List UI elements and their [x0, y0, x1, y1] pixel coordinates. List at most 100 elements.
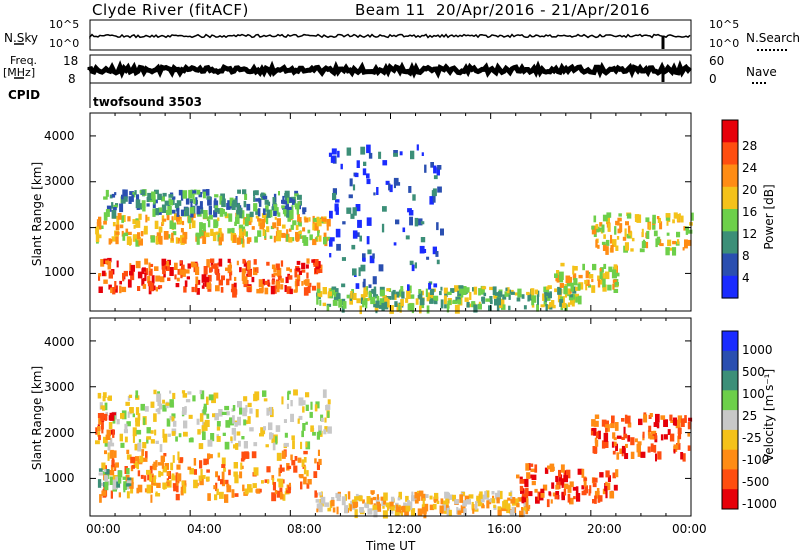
echo-cell: [329, 253, 332, 258]
echo-cell: [457, 510, 462, 515]
echo-cell: [161, 204, 167, 213]
echo-cell: [97, 428, 101, 437]
colorbar-swatch: [722, 469, 738, 490]
echo-cell: [637, 448, 641, 457]
echo-cell: [605, 470, 610, 478]
echo-cell: [172, 231, 177, 236]
echo-cell: [295, 204, 300, 210]
echo-cell: [466, 499, 471, 505]
echo-cell: [286, 234, 289, 242]
echo-cell: [612, 283, 615, 290]
echo-cell: [140, 231, 144, 237]
echo-cell: [177, 269, 181, 275]
echo-cell: [282, 195, 285, 205]
echo-cell: [397, 497, 401, 501]
echo-cell: [296, 274, 301, 282]
echo-cell: [368, 152, 373, 159]
echo-cell: [547, 292, 552, 299]
echo-cell: [125, 401, 130, 406]
echo-cell: [217, 452, 221, 458]
echo-cell: [523, 498, 529, 508]
echo-cell: [271, 206, 274, 211]
echo-cell: [164, 260, 169, 267]
echo-cell: [508, 294, 511, 300]
echo-cell: [115, 224, 120, 231]
echo-cell: [331, 286, 337, 290]
echo-cell: [260, 427, 266, 435]
echo-cell: [126, 491, 130, 499]
echo-cell: [366, 144, 371, 154]
echo-cell: [241, 451, 246, 461]
echo-cell: [331, 148, 337, 155]
echo-cell: [378, 305, 383, 309]
echo-cell: [558, 469, 561, 478]
echo-cell: [342, 301, 347, 309]
echo-cell: [199, 201, 203, 210]
echo-cell: [593, 427, 596, 436]
echo-cell: [534, 488, 538, 493]
echo-cell: [429, 504, 435, 511]
echo-cell: [600, 267, 604, 273]
echo-cell: [171, 413, 176, 419]
echo-cell: [136, 194, 140, 201]
echo-cell: [195, 234, 198, 242]
echo-cell: [246, 260, 251, 270]
echo-cell: [132, 434, 135, 443]
echo-cell: [529, 294, 532, 301]
echo-cell: [393, 150, 398, 155]
echo-cell: [312, 238, 317, 246]
echo-cell: [101, 270, 106, 277]
echo-cell: [230, 436, 233, 441]
echo-cell: [472, 508, 475, 514]
echo-cell: [174, 213, 178, 221]
echo-cell: [382, 160, 388, 166]
echo-cell: [535, 496, 540, 504]
echo-cell: [648, 433, 651, 439]
echo-cell: [210, 262, 214, 267]
echo-cell: [531, 480, 536, 486]
echo-cell: [419, 245, 425, 254]
echo-cell: [119, 285, 122, 294]
echo-cell: [476, 495, 480, 500]
echo-cell: [519, 479, 525, 484]
echo-cell: [365, 302, 368, 309]
echo-cell: [244, 217, 249, 227]
echo-cell: [109, 194, 113, 199]
power-cbar-tick: 28: [742, 139, 758, 153]
echo-cell: [113, 450, 117, 458]
echo-cell: [588, 274, 594, 279]
echo-cell: [592, 263, 597, 271]
echo-cell: [687, 445, 691, 451]
echo-cell: [143, 225, 148, 235]
echo-cell: [148, 262, 151, 271]
echo-cell: [206, 282, 211, 290]
echo-cell: [572, 286, 577, 294]
echo-cell: [581, 490, 585, 496]
echo-cell: [105, 434, 111, 440]
echo-cell: [166, 478, 169, 483]
echo-cell: [271, 264, 276, 270]
echo-cell: [479, 491, 483, 499]
echo-cell: [275, 425, 281, 432]
echo-cell: [642, 431, 645, 439]
echo-cell: [148, 268, 153, 276]
echo-cell: [237, 416, 241, 426]
echo-cell: [687, 433, 690, 437]
echo-cell: [316, 296, 319, 305]
power-cbar-tick: 12: [742, 227, 758, 241]
echo-cell: [111, 412, 117, 416]
echo-cell: [327, 399, 331, 405]
echo-cell: [525, 463, 530, 471]
echo-cell: [423, 509, 427, 519]
echo-cell: [297, 457, 302, 463]
echo-cell: [515, 498, 519, 507]
echo-cell: [199, 222, 203, 230]
echo-cell: [625, 221, 629, 226]
echo-cell: [335, 199, 340, 203]
echo-cell: [544, 297, 548, 303]
echo-cell: [383, 492, 388, 501]
echo-cell: [261, 192, 264, 198]
nsky-tick-bottom: 10^0: [49, 37, 80, 50]
echo-cell: [259, 488, 262, 493]
echo-cell: [455, 296, 460, 301]
